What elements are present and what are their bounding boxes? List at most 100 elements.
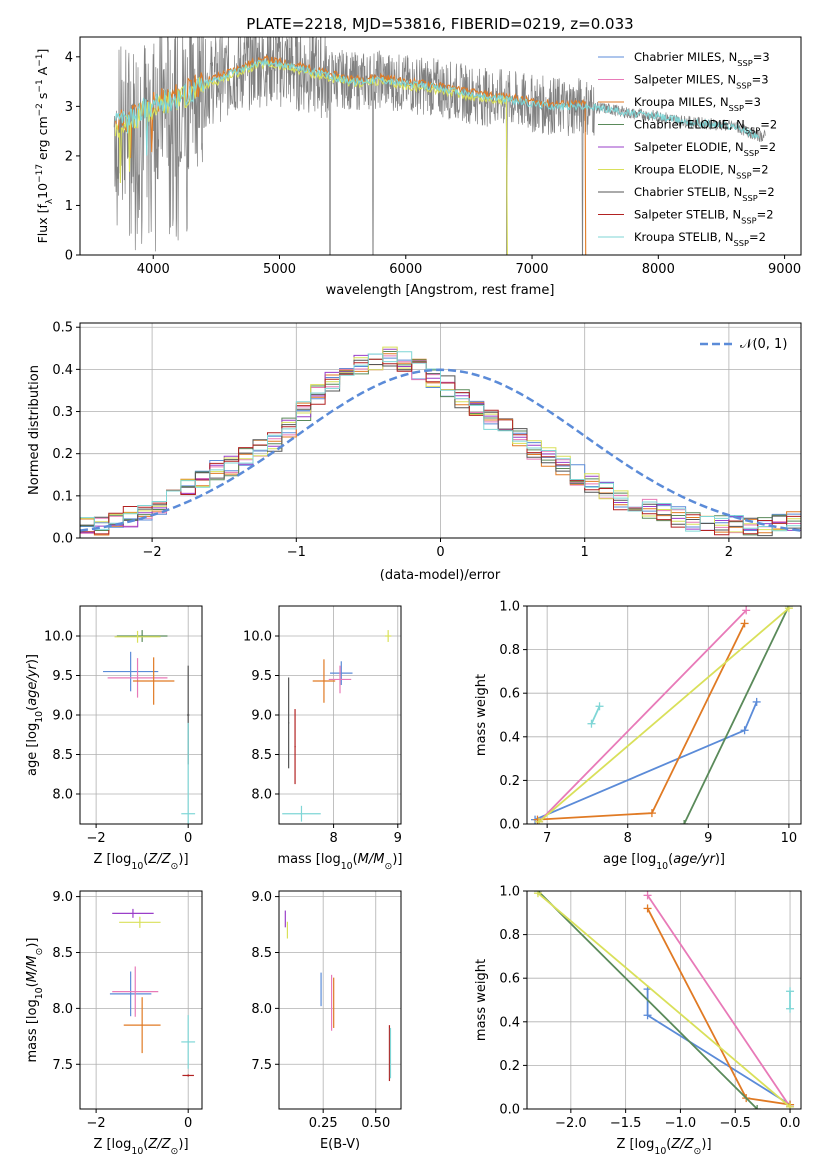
spectrum-title: PLATE=2218, MJD=53816, FIBERID=0219, z=0… (246, 15, 633, 33)
mass-weight-line (683, 606, 790, 824)
weight-vs-age-ytick-label: 0.2 (499, 774, 520, 789)
age-axis-label-part: ( (25, 706, 40, 711)
residuals-xlabel: (data-model)/error (380, 568, 501, 583)
legend-entry-part: Salpeter MILES, N (634, 73, 736, 87)
legend-entry: Salpeter MILES, NSSP=3 (634, 73, 769, 91)
mass-weight-line (538, 607, 790, 823)
weight-vs-age-ylabel: mass weight (474, 674, 489, 756)
z-axis-label-part: Z [log (93, 852, 131, 867)
z-axis-label: Z [log10(Z/Z⊙)] (93, 1137, 188, 1157)
spectrum-ytick-label: 0 (65, 249, 73, 264)
legend-entry: Chabrier STELIB, NSSP=2 (634, 185, 775, 203)
mass-vs-ebv-xtick-label: 0.25 (309, 1116, 338, 1131)
weight-vs-age-xtick-label: 10 (781, 831, 798, 846)
weight-age-xlabel-part: 10 (656, 861, 668, 872)
weight-vs-z-ytick-label: 1.0 (499, 885, 520, 900)
residuals-xtick-label: 0 (436, 545, 444, 560)
spectrum-xtick-label: 7000 (515, 262, 548, 277)
weight-age-xlabel: age [log10(age/yr)] (603, 852, 725, 872)
age-vs-z-frame (79, 605, 203, 825)
age-vs-z-ytick-label: 9.0 (52, 709, 73, 724)
z-axis-label-part: )] (178, 852, 188, 867)
weight-age-xlabel-part: age [log (603, 852, 656, 867)
legend-entry-part: =2 (759, 140, 776, 154)
mass-vs-ebv-xtick-label: 0.50 (361, 1116, 390, 1131)
spectrum-ylabel-part: −1 (35, 54, 45, 67)
weight-vs-z-ytick-label: 0.6 (499, 972, 520, 987)
legend-entry: Chabrier MILES, NSSP=3 (634, 50, 770, 68)
legend-entry-part: SSP (737, 58, 752, 68)
spectrum-xtick-label: 4000 (137, 262, 170, 277)
spectrum-ylabel-part: Flux [f (35, 204, 50, 244)
spectrum-ylabel-part: −2 (35, 103, 45, 116)
weight-vs-z-plot-area (527, 891, 801, 1109)
weight-age-xlabel-part: age/yr (673, 852, 716, 867)
z-axis-label-part: 10 (131, 1146, 143, 1157)
legend-entry-part: Salpeter STELIB, N (634, 208, 741, 222)
spectrum-xtick-label: 5000 (263, 262, 296, 277)
mass-axis-label-part: 10 (341, 861, 353, 872)
age-axis-label-part: 10 (34, 711, 45, 723)
mass-vs-z-xtick-label: −2 (87, 1116, 106, 1131)
weight-vs-age-plot-area (527, 606, 801, 824)
age-axis-label: age [log10(age/yr)] (25, 654, 45, 776)
residuals-ylabel: Normed distribution (27, 365, 42, 495)
mass-vs-ebv-ytick-label: 7.5 (251, 1058, 272, 1073)
weight-z-xlabel-part: Z/Z (670, 1137, 694, 1152)
z-axis-label-part: )] (178, 1137, 188, 1152)
weight-z-xlabel-part: )] (701, 1137, 711, 1152)
legend-entry: Salpeter ELODIE, NSSP=2 (634, 140, 776, 158)
spectrum-ylabel: Flux [fλ10−17 erg cm−2 s−1 A−1] (35, 49, 55, 244)
age-vs-z-ytick-label: 8.5 (52, 748, 73, 763)
mass-weight-line (534, 701, 758, 821)
legend-entry-part: =2 (758, 185, 775, 199)
spectrum-xtick-label: 8000 (642, 262, 675, 277)
weight-vs-age-ytick-label: 1.0 (499, 600, 520, 615)
age-vs-z-xtick-label: −2 (87, 831, 106, 846)
residuals-ytick-label: 0.2 (52, 447, 73, 462)
age-vs-mass-plot-area (279, 606, 401, 824)
spectrum-xtick-label: 6000 (389, 262, 422, 277)
residuals-xtick-label: −1 (287, 545, 306, 560)
legend-entry: Salpeter STELIB, NSSP=2 (634, 208, 774, 226)
spectrum-ytick-label: 1 (65, 199, 73, 214)
residuals-ytick-label: 0.5 (52, 321, 73, 336)
z-axis-label-part: Z/Z (147, 852, 171, 867)
weight-vs-z-frame (526, 890, 802, 1110)
age-axis-label-part: age [log (25, 723, 40, 776)
age-vs-mass-xtick-label: 8 (329, 831, 337, 846)
spectrum-frame (79, 36, 802, 256)
spectrum-ylabel-part: λ (45, 198, 55, 204)
spectrum-ylabel-part: A (35, 66, 50, 79)
mass-weight-line (646, 894, 791, 1108)
mass-weight-line (590, 705, 601, 725)
spectrum-ylabel-part: 10 (35, 183, 50, 199)
weight-z-xlabel-part: ( (666, 1137, 671, 1152)
age-vs-z-ytick-label: 10.0 (44, 630, 73, 645)
mass-y-axis-label-part: M/M (25, 956, 40, 983)
legend-entry: Chabrier ELODIE, NSSP=2 (634, 118, 777, 136)
mass-vs-ebv-plot-area (279, 891, 401, 1109)
legend-entry-part: =3 (753, 50, 770, 64)
age-vs-z-ytick-label: 9.5 (52, 669, 73, 684)
weight-vs-age-ytick-label: 0.8 (499, 643, 520, 658)
mass-vs-z-ytick-label: 9.0 (52, 890, 73, 905)
mass-axis-label-part: )] (392, 852, 402, 867)
legend-entry-part: SSP (734, 238, 749, 248)
legend-entry-part: SSP (729, 103, 744, 113)
mass-weight-line (537, 892, 791, 1108)
ebv-axis-label: E(B-V) (320, 1137, 360, 1152)
z-axis-label-part: Z [log (93, 1137, 131, 1152)
residuals-xtick-label: 1 (581, 545, 589, 560)
age-vs-mass-ytick-label: 8.0 (251, 787, 272, 802)
z-axis-label-part: Z/Z (147, 1137, 171, 1152)
mass-y-axis-label-part: ⊙ (34, 948, 45, 956)
residuals-ytick-label: 0.0 (52, 532, 73, 547)
weight-vs-z-xtick-label: −1.5 (610, 1116, 642, 1131)
observed-spectrum-line (113, 37, 766, 255)
age-vs-z-ytick-label: 8.0 (52, 787, 73, 802)
weight-vs-z-ytick-label: 0.4 (499, 1015, 520, 1030)
weight-z-xlabel-part: Z [log (616, 1137, 654, 1152)
mass-y-axis-label-part: 10 (34, 987, 45, 999)
